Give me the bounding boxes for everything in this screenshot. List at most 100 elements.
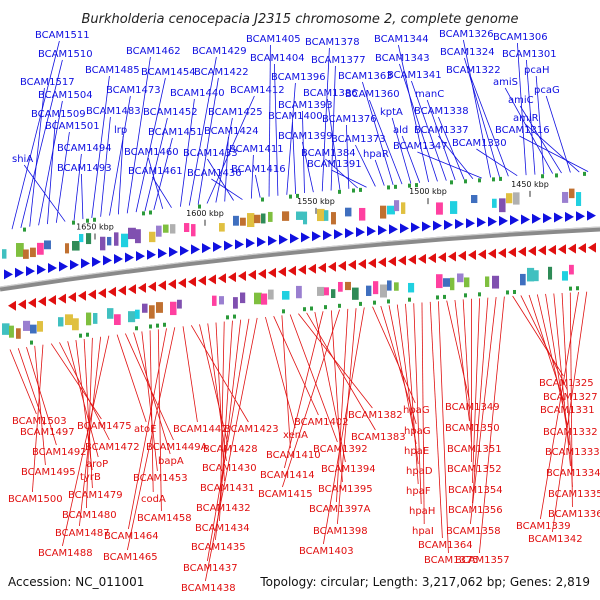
reverse-gene-arrow <box>328 261 336 272</box>
forward-gene-arrow <box>147 249 156 260</box>
forward-gene-arrow <box>70 259 79 270</box>
reverse-gene-arrow <box>248 269 256 280</box>
forward-gene-label: BCAM1326 <box>439 29 494 40</box>
forward-feature-block <box>569 188 575 199</box>
reverse-leader-line <box>470 297 497 525</box>
reverse-leader-line <box>265 316 296 429</box>
reverse-gene-arrow <box>588 242 596 253</box>
reverse-leader-line <box>26 346 57 446</box>
reverse-gene-arrow <box>68 292 76 303</box>
reverse-gene-label: BCAM1500 <box>8 494 63 505</box>
reverse-gene-label: BCAM1325 <box>539 378 594 389</box>
marker-dot <box>135 326 138 331</box>
marker-dot <box>23 227 26 232</box>
forward-gene-label: BCAM1422 <box>194 67 249 78</box>
forward-gene-label: BCAM1460 <box>124 147 179 158</box>
reverse-leader-line <box>220 321 225 502</box>
reverse-gene-label: BCAM1458 <box>137 513 192 524</box>
forward-leader-line <box>526 59 536 175</box>
forward-gene-arrow <box>477 217 486 228</box>
chromosome-backbone <box>0 226 600 292</box>
forward-gene-arrow <box>367 226 376 237</box>
marker-dot <box>478 292 481 297</box>
reverse-gene-arrow <box>538 245 546 256</box>
map-title: Burkholderia cenocepacia J2315 chromosom… <box>81 12 518 27</box>
forward-feature-block <box>303 211 308 225</box>
reverse-leader-line <box>553 293 571 467</box>
forward-leader-line <box>535 75 545 175</box>
reverse-feature-block <box>30 324 37 334</box>
forward-feature-block <box>492 198 497 208</box>
forward-feature-block <box>268 211 273 222</box>
marker-dot <box>576 286 579 291</box>
reverse-leader-line <box>337 308 357 525</box>
forward-gene-label: BCAM1360 <box>345 89 400 100</box>
forward-leader-line <box>224 136 229 202</box>
marker-dot <box>226 315 229 320</box>
marker-dot <box>408 183 411 188</box>
forward-gene-label: BCAM1511 <box>35 30 90 41</box>
scale-ticks: 1650 kbp 1600 kbp 1550 kbp 1500 kbp 1450 kbp <box>76 180 549 240</box>
reverse-feature-block <box>373 281 379 295</box>
forward-gene-label: BCAM1330 <box>452 138 507 149</box>
reverse-gene-arrow <box>468 250 476 261</box>
reverse-gene-label: BCAM1394 <box>321 464 376 475</box>
forward-leader-line <box>470 75 509 177</box>
forward-gene-label: BCAM1377 <box>311 55 366 66</box>
reverse-leader-line <box>421 302 425 525</box>
reverse-gene-label: BCAM1415 <box>258 489 313 500</box>
marker-dot <box>282 309 285 314</box>
reverse-feature-block <box>436 274 443 289</box>
forward-gene-arrow <box>114 253 123 264</box>
marker-dot <box>464 293 467 298</box>
marker-dot <box>72 220 75 225</box>
marker-dot <box>359 187 362 192</box>
reverse-leader-line <box>17 348 45 426</box>
reverse-gene-label: BCAM1453 <box>133 473 188 484</box>
forward-gene-label: BCAM1494 <box>57 143 112 154</box>
forward-gene-label: lrp <box>114 125 127 136</box>
forward-leader-line <box>152 176 172 208</box>
forward-feature-block <box>359 207 366 221</box>
forward-feature-block <box>240 217 246 226</box>
reverse-feature-block <box>114 314 121 325</box>
reverse-leader-line <box>462 299 472 443</box>
reverse-feature-block <box>23 320 31 331</box>
marker-dot <box>324 305 327 310</box>
marker-dot <box>415 183 418 188</box>
reverse-gene-label: BCAM1357 <box>455 555 510 566</box>
forward-feature-block <box>135 229 141 244</box>
reverse-leader-line <box>205 317 258 582</box>
reverse-leader-line <box>429 301 443 539</box>
forward-feature-block <box>394 200 400 212</box>
reverse-feature-block <box>261 293 268 305</box>
reverse-feature-block <box>142 303 148 313</box>
forward-feature-block <box>128 227 136 240</box>
forward-gene-label: amiC <box>508 95 534 106</box>
reverse-gene-arrow <box>308 263 316 274</box>
forward-feature-block <box>219 223 225 232</box>
reverse-gene-arrow <box>58 293 66 304</box>
marker-dot <box>555 173 558 178</box>
forward-gene-label: BCAM1347 <box>393 141 448 152</box>
forward-leader-line <box>524 123 580 173</box>
forward-gene-arrow <box>455 219 464 230</box>
forward-feature-block <box>30 247 36 258</box>
forward-gene-label: BCAM1452 <box>143 107 198 118</box>
forward-feature-block <box>65 243 70 254</box>
reverse-leader-line <box>330 310 343 483</box>
reverse-feature-block <box>58 317 64 327</box>
reverse-feature-block <box>408 282 415 293</box>
accession-text: Accession: NC_011001 <box>8 575 144 589</box>
reverse-leader-line <box>520 295 568 391</box>
forward-gene-label: hpaR <box>363 149 389 160</box>
forward-gene-label: pcaH <box>524 65 550 76</box>
reverse-gene-arrow <box>78 290 86 301</box>
reverse-feature-block <box>16 328 21 339</box>
reverse-gene-label: tyrB <box>80 472 101 483</box>
reverse-gene-arrow <box>438 252 446 263</box>
reverse-leader-line <box>336 308 349 503</box>
reverse-gene-arrow <box>368 258 376 269</box>
reverse-gene-arrow <box>548 244 556 255</box>
forward-gene-arrow <box>235 239 244 250</box>
